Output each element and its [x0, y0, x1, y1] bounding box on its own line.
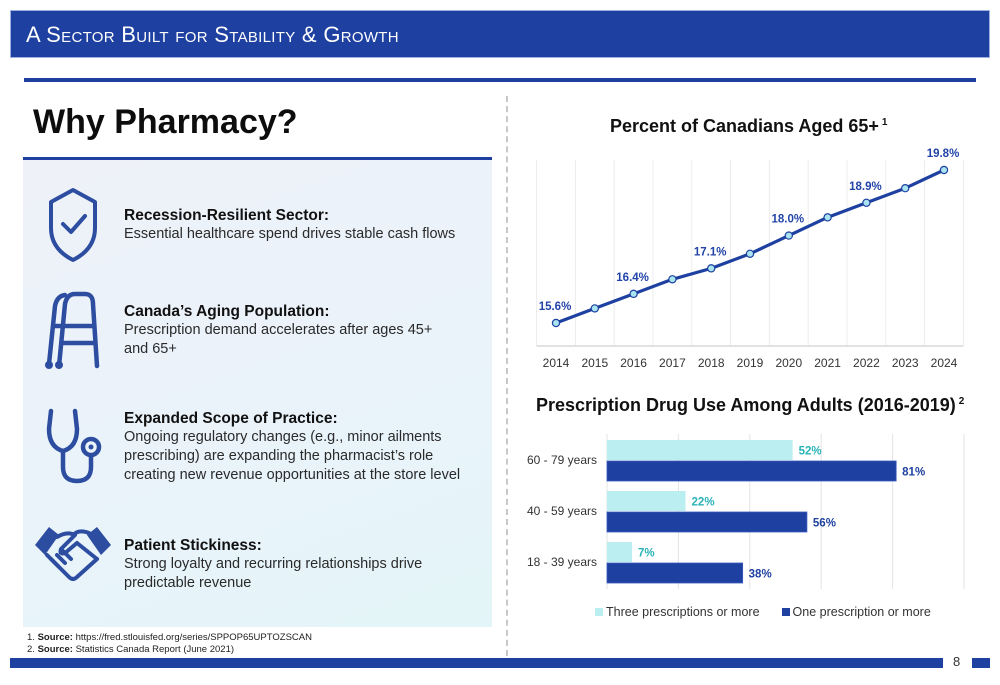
bar-chart-title: Prescription Drug Use Among Adults (2016… [536, 395, 965, 415]
feature-heading: Canada’s Aging Population: [124, 303, 330, 320]
header-banner [10, 10, 990, 58]
title-underline [23, 157, 492, 160]
header-rule [24, 78, 976, 82]
data-label: 15.6% [539, 301, 572, 313]
bar-chart-legend: Three prescriptions or more One prescrip… [595, 605, 931, 619]
data-label: 16.4% [616, 272, 649, 284]
walker-icon [41, 290, 105, 370]
data-label: 18.9% [849, 181, 882, 193]
footer-bar [10, 658, 943, 668]
legend-swatch-dark [781, 608, 790, 616]
category-label: 18 - 39 years [527, 555, 597, 569]
data-label: 18.0% [771, 214, 804, 226]
bar-value-label: 38% [749, 569, 772, 581]
feature-heading: Patient Stickiness: [124, 537, 262, 554]
data-point [862, 198, 871, 207]
series-line [555, 168, 945, 325]
x-tick-label: 2022 [853, 356, 880, 370]
feature-description: creating new revenue opportunities at th… [124, 467, 461, 483]
bar-value-label: 52% [799, 446, 822, 458]
footnote-1: 1. Source: https://fred.stlouisfed.org/s… [27, 632, 312, 643]
data-point [629, 289, 638, 299]
bar [606, 460, 897, 482]
data-label: 19.8% [927, 148, 960, 160]
data-point [668, 275, 677, 284]
data-point [590, 304, 600, 313]
x-tick-label: 2016 [620, 356, 647, 370]
data-label: 17.1% [694, 246, 727, 258]
legend-item-three-plus: Three prescriptions or more [595, 605, 760, 619]
bar [607, 491, 686, 511]
feature-heading: Expanded Scope of Practice: [124, 410, 338, 427]
x-tick-label: 2021 [814, 356, 841, 370]
x-tick-label: 2023 [892, 356, 919, 370]
handshake-icon [31, 515, 115, 585]
x-tick-label: 2017 [659, 356, 686, 370]
feature-description: Prescription demand accelerates after ag… [124, 322, 433, 338]
feature-description: predictable revenue [124, 575, 252, 591]
feature-description: Essential healthcare spend drives stable… [124, 226, 456, 242]
feature-description: prescribing) are expanding the pharmacis… [124, 448, 434, 464]
footnote-2: 2. Source: Statistics Canada Report (Jun… [27, 643, 235, 655]
data-point [707, 264, 716, 273]
bar-value-label: 81% [902, 467, 925, 479]
bar [606, 511, 808, 533]
bar-value-label: 7% [638, 548, 655, 560]
feature-heading: Recession-Resilient Sector: [124, 207, 330, 224]
legend-item-one-plus: One prescription or more [781, 605, 931, 619]
header-title: A Sector Built for Stability & Growth [26, 22, 399, 47]
category-label: 40 - 59 years [527, 504, 597, 518]
feature-description: and 65+ [124, 341, 177, 357]
bar-value-label: 56% [813, 518, 836, 530]
stethoscope-icon [41, 405, 105, 487]
category-label: 60 - 79 years [527, 453, 597, 467]
page-number: 8 [953, 654, 961, 669]
x-tick-label: 2019 [737, 356, 764, 370]
data-point [901, 184, 910, 193]
column-divider [506, 96, 508, 656]
legend-swatch-light [595, 608, 603, 616]
bar-value-label: 22% [692, 497, 715, 509]
feature-description: Strong loyalty and recurring relationshi… [124, 556, 423, 572]
data-point [551, 318, 561, 328]
shield-check-icon [41, 184, 105, 264]
data-point [745, 249, 755, 258]
x-tick-label: 2024 [931, 356, 958, 370]
data-point [939, 165, 949, 175]
data-point [823, 213, 832, 222]
x-tick-label: 2018 [698, 356, 725, 370]
footnote-source-link[interactable]: https://fred.stlouisfed.org/series/SPPOP… [75, 632, 312, 643]
footnotes: 1. Source: https://fred.stlouisfed.org/s… [27, 632, 312, 655]
data-point [784, 231, 794, 240]
line-chart-title: Percent of Canadians Aged 65+ 1 [610, 116, 888, 136]
page-title: Why Pharmacy? [33, 103, 298, 141]
bar [607, 542, 632, 562]
features-panel: Recession-Resilient Sector: Essential he… [23, 160, 492, 627]
x-tick-label: 2015 [581, 356, 608, 370]
x-tick-label: 2014 [543, 356, 570, 370]
bar [607, 440, 793, 460]
x-tick-label: 2020 [775, 356, 802, 370]
bar [606, 562, 744, 584]
footer-accent [972, 658, 990, 668]
feature-description: Ongoing regulatory changes (e.g., minor … [124, 429, 442, 445]
